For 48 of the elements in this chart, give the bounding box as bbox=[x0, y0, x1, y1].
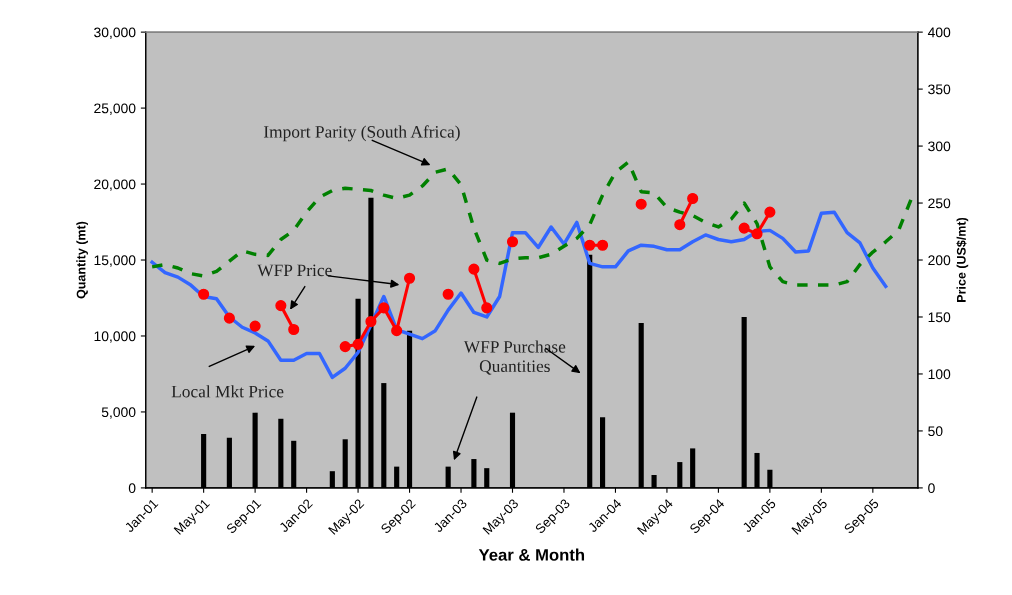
point bbox=[481, 302, 493, 314]
point bbox=[687, 192, 699, 205]
point bbox=[223, 312, 235, 324]
y2-tick-label: 0 bbox=[928, 483, 935, 494]
y-tick-label: 5,000 bbox=[101, 407, 136, 419]
point bbox=[365, 315, 377, 328]
point bbox=[339, 341, 351, 353]
y2-tick-label: 400 bbox=[927, 27, 951, 38]
y2-tick-label: 200 bbox=[928, 255, 951, 266]
point bbox=[751, 228, 763, 240]
y-tick-label: 10,000 bbox=[94, 331, 136, 343]
point bbox=[275, 300, 287, 312]
y2-tick-label: 150 bbox=[928, 312, 951, 323]
point bbox=[635, 198, 647, 210]
point bbox=[597, 239, 609, 251]
point bbox=[584, 239, 596, 251]
line-series bbox=[150, 210, 888, 380]
y2-tick-label: 300 bbox=[928, 141, 951, 152]
y-tick-label: 30,000 bbox=[94, 27, 136, 39]
line-series bbox=[150, 160, 914, 287]
point bbox=[764, 206, 776, 218]
y2-tick-label: 100 bbox=[928, 369, 951, 380]
y-tick-label: 20,000 bbox=[94, 179, 136, 191]
annotation: Import Parity (South Africa) bbox=[263, 125, 460, 142]
point bbox=[674, 219, 686, 231]
y-tick-label: 0 bbox=[128, 483, 136, 494]
y2-axis-title: Price (US$/mt) bbox=[956, 217, 969, 302]
point bbox=[378, 302, 390, 314]
x-axis-title: Year & Month bbox=[478, 548, 585, 561]
point bbox=[198, 288, 210, 300]
y-axis-title: Quantity (mt) bbox=[76, 221, 88, 299]
point bbox=[352, 338, 364, 350]
point bbox=[442, 288, 454, 300]
y-tick-label: 15,000 bbox=[94, 255, 136, 267]
point bbox=[506, 236, 519, 248]
y2-tick-label: 350 bbox=[928, 84, 951, 95]
point bbox=[391, 325, 403, 337]
y-tick-label: 25,000 bbox=[94, 103, 136, 115]
point bbox=[288, 323, 300, 336]
point bbox=[468, 263, 480, 275]
point bbox=[403, 272, 416, 284]
y2-tick-label: 250 bbox=[928, 198, 951, 209]
annotation: Local Mkt Price bbox=[171, 385, 284, 398]
point bbox=[249, 320, 261, 332]
annotation: WFP Price bbox=[257, 264, 332, 277]
y2-tick-label: 50 bbox=[928, 426, 943, 437]
annotation: WFP Purchase Quantities bbox=[463, 340, 566, 375]
point bbox=[738, 222, 750, 234]
